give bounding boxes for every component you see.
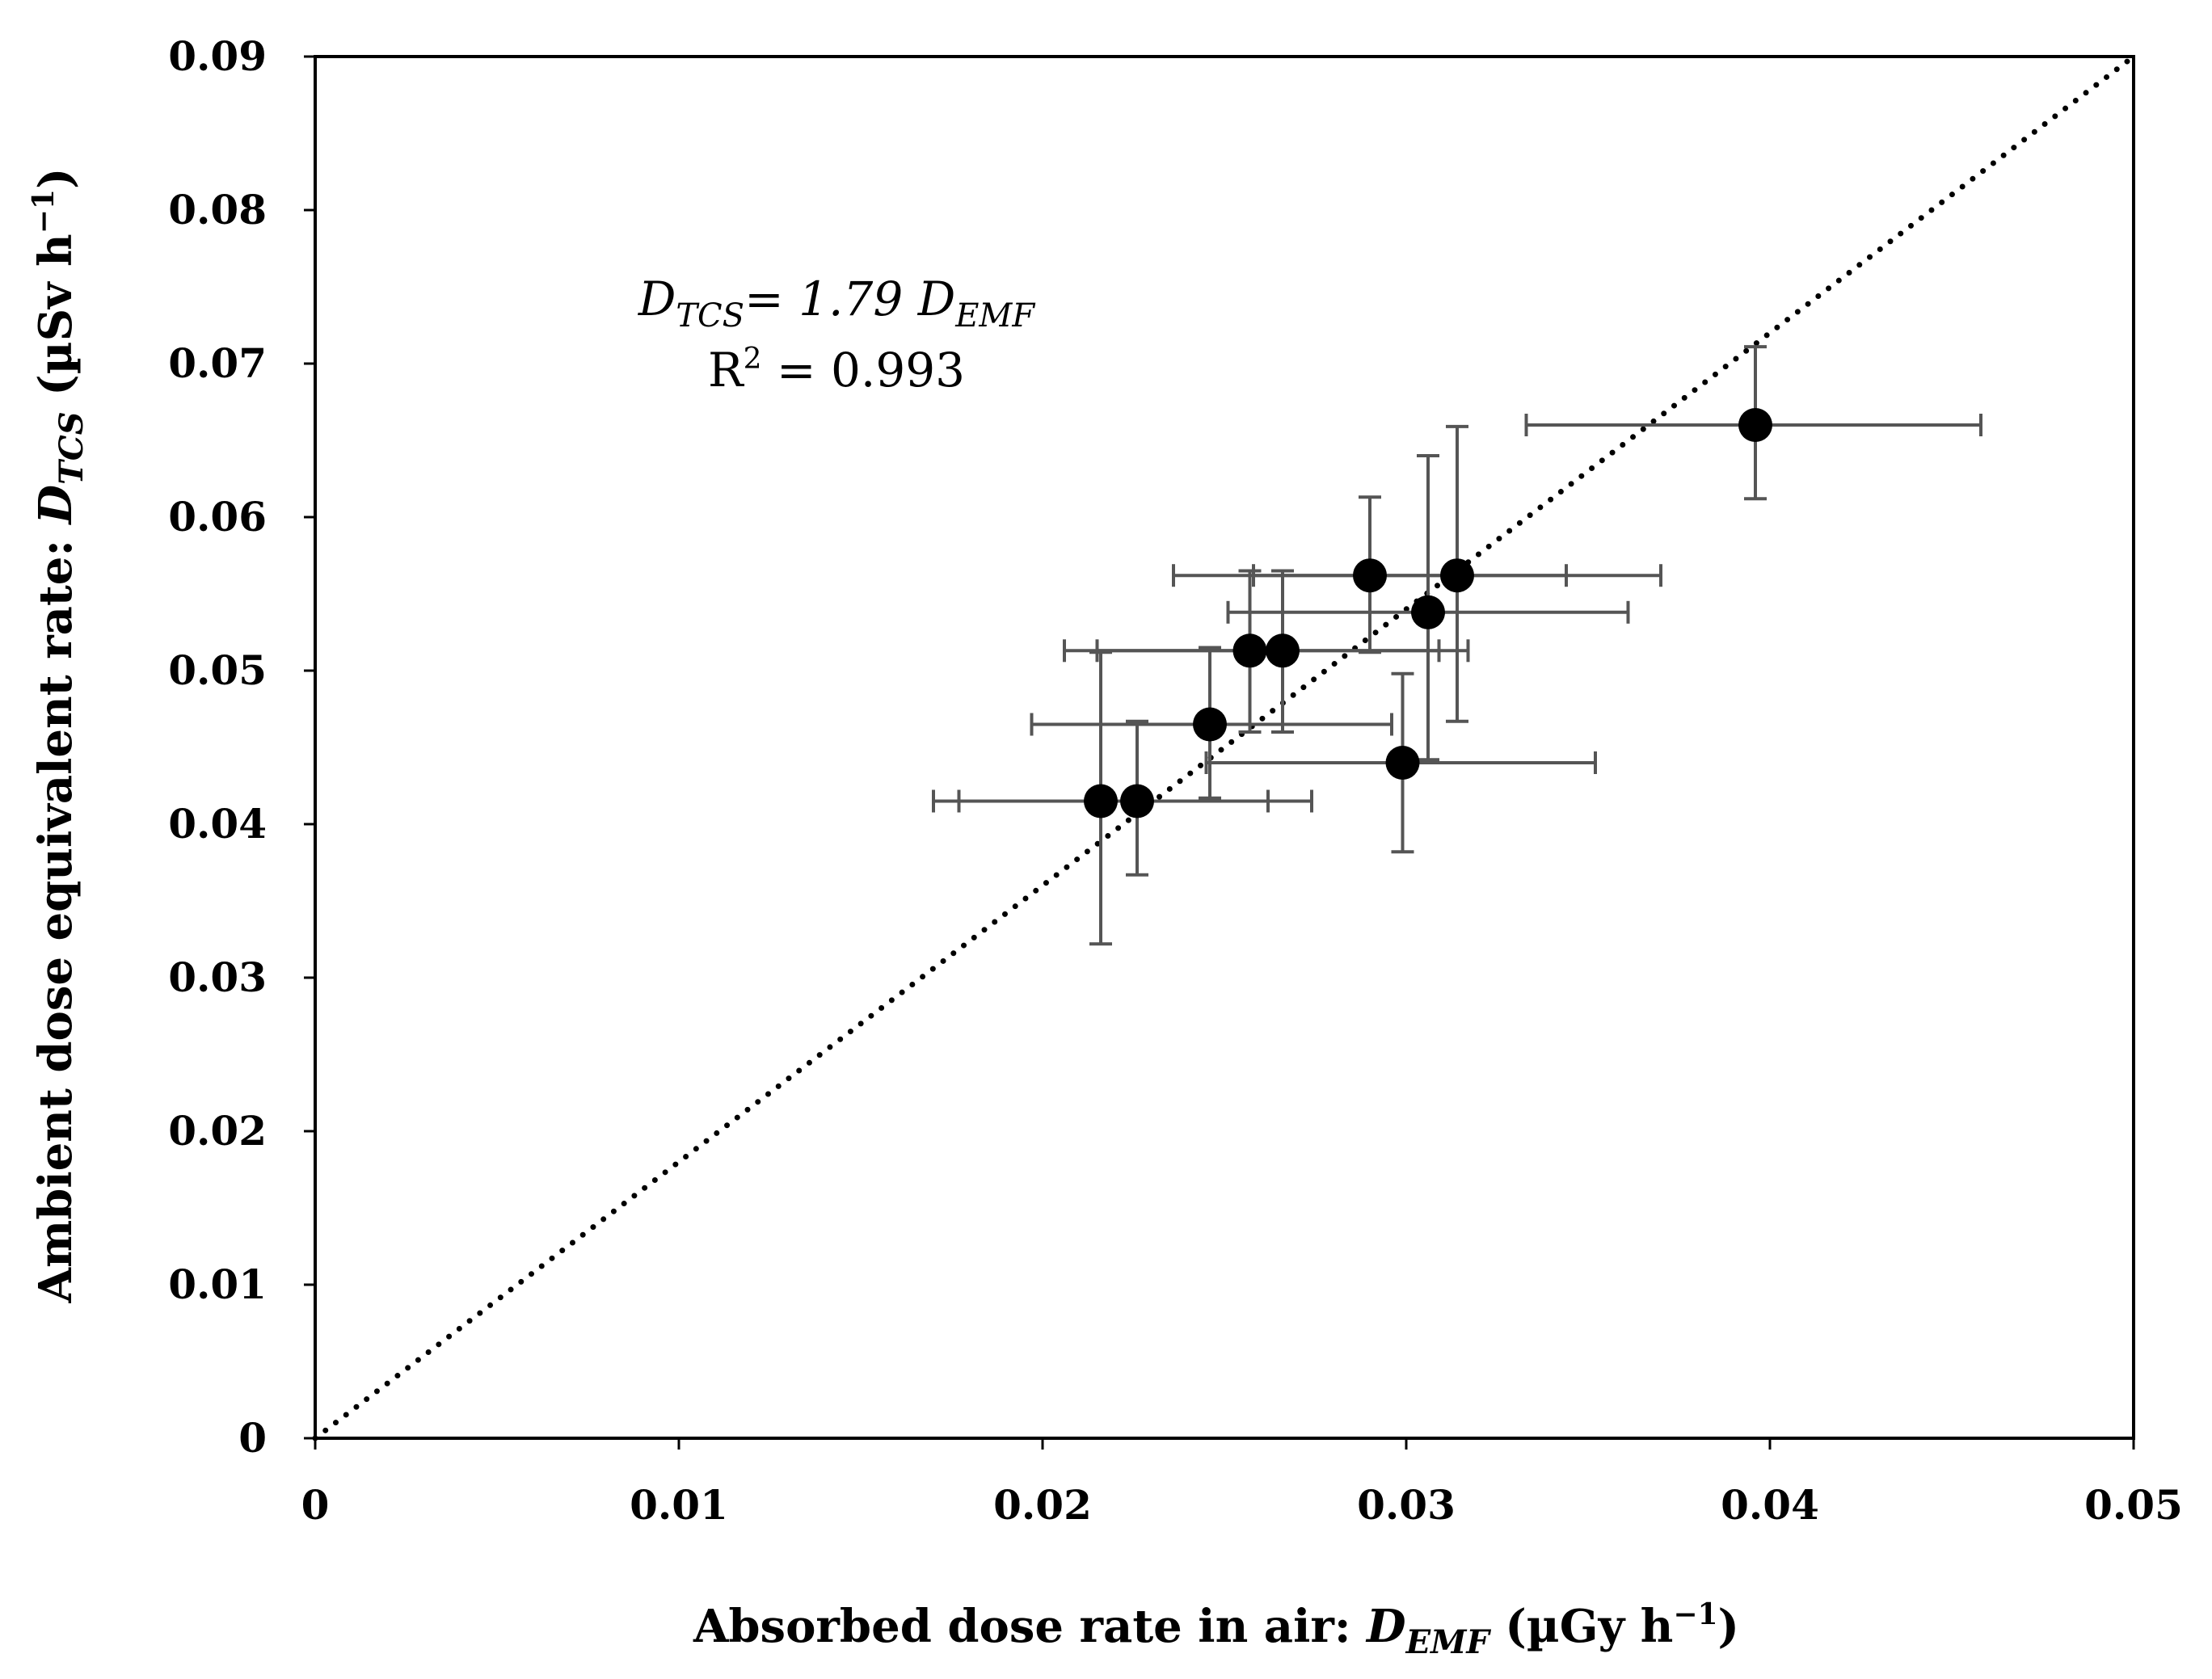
r2-value: = 0.993 [762,343,966,398]
y-tick-label: 0.06 [168,493,267,541]
data-point [1266,633,1300,668]
y-title-subscript: TCS [53,411,91,485]
r2-superscript: 2 [744,343,762,376]
x-title-subscript: EMF [1405,1623,1492,1661]
x-title-prefix: Absorbed dose rate in air: [693,1600,1367,1653]
data-point [1232,633,1267,668]
y-tick-label: 0.02 [168,1107,267,1155]
x-title-unit: (µGy h [1489,1600,1674,1653]
x-title-symbol: D [1365,1600,1406,1653]
data-point [1084,784,1118,818]
eq-rhs-subscript: EMF [954,297,1035,335]
tick-marks [304,55,2135,1450]
y-tick-label: 0 [238,1414,267,1462]
eq-lhs-subscript: TCS [676,297,744,335]
y-tick-label: 0.08 [168,186,267,234]
y-axis-title: Ambient dose equivalent rate: DTCS (µSv … [27,168,91,1304]
y-tick-labels: 0 0.01 0.02 0.03 0.04 0.05 0.06 0.07 0.08 0.09 [168,32,267,1462]
y-tick-label: 0.09 [168,32,267,80]
x-tick-label: 0.02 [993,1481,1092,1529]
eq-rhs: = 1.79 [744,271,918,326]
y-title-prefix: Ambient dose equivalent rate: [29,524,82,1303]
r2-label: R [708,343,745,398]
eq-rhs-symbol: D [917,271,956,326]
x-title-unit-close: ) [1718,1600,1740,1653]
x-tick-label: 0.03 [1357,1481,1456,1529]
data-point [1353,558,1387,593]
x-tick-label: 0.04 [1721,1481,1819,1529]
reference-line-group [312,53,2137,1441]
y-title-unit-close: ) [29,168,82,190]
y-tick-label: 0.04 [168,800,267,848]
y-title-symbol: D [29,484,82,525]
x-tick-label: 0.01 [630,1481,728,1529]
y-tick-label: 0.07 [168,339,267,387]
x-tick-label: 0.05 [2084,1481,2183,1529]
x-axis-title: Absorbed dose rate in air: DEMF (µGy h−1… [693,1597,1739,1661]
data-point [1738,408,1772,442]
y-tick-label: 0.01 [168,1260,267,1308]
x-title-unit-sup: −1 [1673,1597,1717,1631]
reference-line [312,53,2137,1441]
y-tick-label: 0.03 [168,953,267,1001]
equation-annotation: DTCS= 1.79 DEMF [638,271,1036,335]
plot-frame [314,55,2135,1440]
data-point [1440,558,1474,593]
y-title-unit-sup: −1 [27,189,61,234]
x-tick-labels: 0 0.01 0.02 0.03 0.04 0.05 [301,1481,2183,1529]
data-point [1120,784,1154,818]
x-tick-label: 0 [301,1481,330,1529]
data-point [1411,595,1445,629]
r2-annotation: R2 = 0.993 [708,343,965,398]
eq-lhs-symbol: D [638,271,676,326]
y-title-unit: (µSv h [29,234,82,411]
y-tick-label: 0.05 [168,646,267,694]
data-point [1385,746,1420,780]
point-group [1084,408,1772,818]
data-point [1193,707,1227,742]
